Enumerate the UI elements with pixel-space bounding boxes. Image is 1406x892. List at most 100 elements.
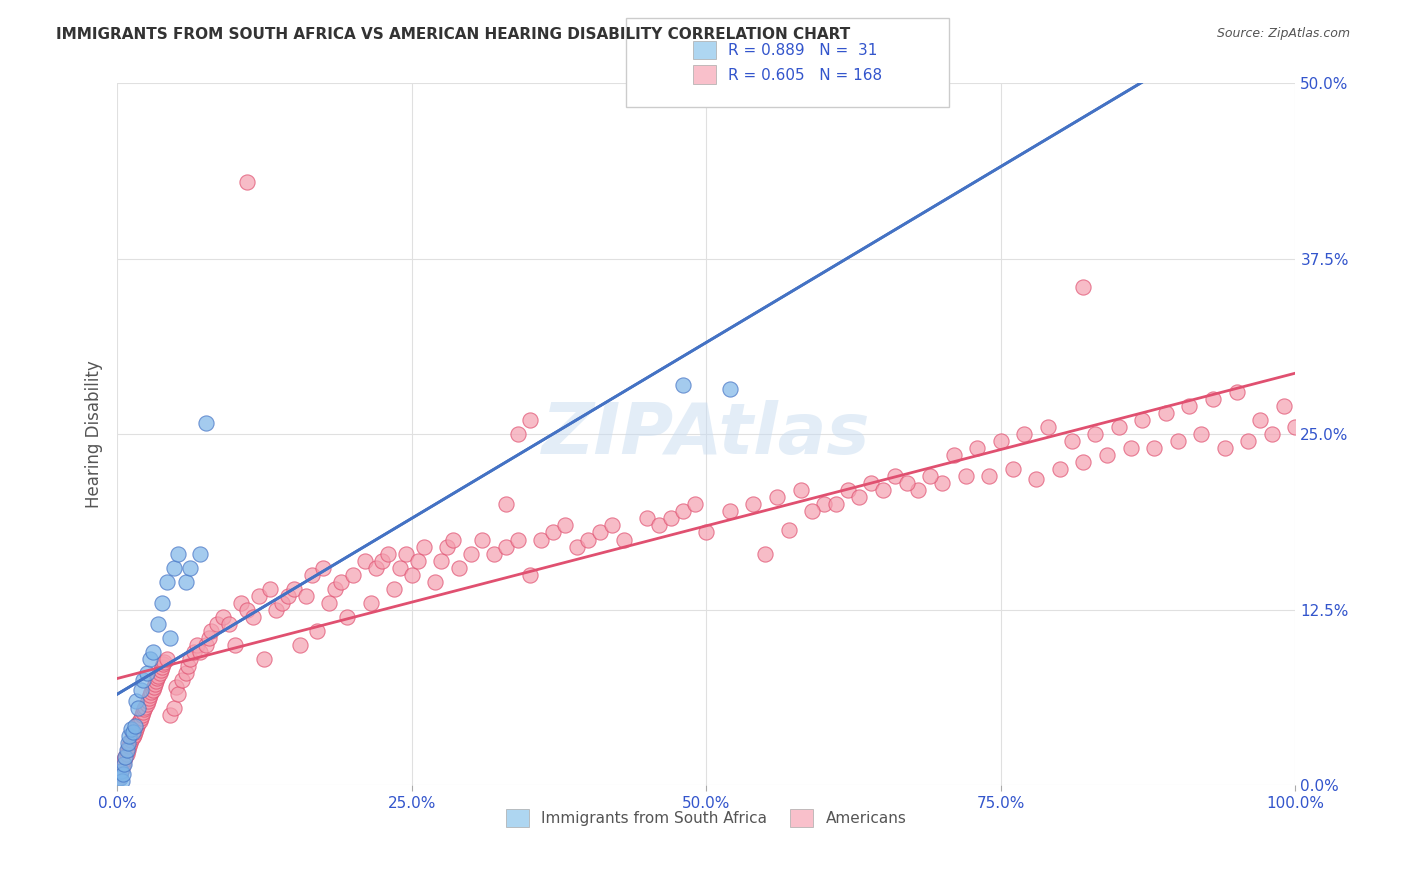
- Point: [1272, 399, 1295, 413]
- Point: [506, 533, 529, 547]
- Point: [1060, 434, 1083, 449]
- Y-axis label: Hearing Disability: Hearing Disability: [86, 360, 103, 508]
- Point: [425, 574, 447, 589]
- Point: [1261, 427, 1284, 442]
- Point: [247, 589, 270, 603]
- Point: [1095, 448, 1118, 462]
- Point: [1119, 442, 1142, 456]
- Point: [554, 518, 576, 533]
- Point: [1073, 280, 1095, 294]
- Point: [149, 665, 172, 680]
- Point: [718, 383, 741, 397]
- Point: [107, 771, 129, 785]
- Point: [541, 525, 564, 540]
- Text: ZIPAtlas: ZIPAtlas: [543, 400, 870, 469]
- Point: [108, 767, 131, 781]
- Point: [111, 773, 134, 788]
- Point: [139, 652, 162, 666]
- Point: [942, 448, 965, 462]
- Point: [1084, 427, 1107, 442]
- Point: [188, 547, 211, 561]
- Point: [323, 582, 346, 596]
- Point: [990, 434, 1012, 449]
- Point: [578, 533, 600, 547]
- Point: [896, 476, 918, 491]
- Point: [112, 753, 135, 767]
- Point: [1014, 427, 1036, 442]
- Point: [167, 547, 190, 561]
- Point: [242, 609, 264, 624]
- Point: [148, 616, 170, 631]
- Point: [148, 668, 170, 682]
- Legend: Immigrants from South Africa, Americans: Immigrants from South Africa, Americans: [501, 803, 912, 834]
- Point: [1202, 392, 1225, 407]
- Point: [142, 680, 165, 694]
- Point: [139, 688, 162, 702]
- Point: [484, 547, 506, 561]
- Point: [159, 707, 181, 722]
- Point: [131, 707, 153, 722]
- Point: [143, 677, 166, 691]
- Point: [778, 523, 800, 537]
- Point: [165, 680, 187, 694]
- Point: [754, 547, 776, 561]
- Point: [153, 655, 176, 669]
- Point: [218, 616, 240, 631]
- Point: [342, 567, 364, 582]
- Point: [460, 547, 482, 561]
- Point: [194, 638, 217, 652]
- Point: [672, 504, 695, 518]
- Point: [110, 764, 132, 778]
- Point: [388, 560, 411, 574]
- Point: [1025, 472, 1047, 486]
- Point: [121, 731, 143, 745]
- Point: [1225, 385, 1247, 400]
- Point: [837, 483, 859, 498]
- Point: [277, 589, 299, 603]
- Point: [1237, 434, 1260, 449]
- Point: [495, 540, 517, 554]
- Point: [132, 705, 155, 719]
- Point: [136, 694, 159, 708]
- Point: [108, 771, 131, 785]
- Point: [117, 736, 139, 750]
- Point: [1143, 442, 1166, 456]
- Point: [141, 685, 163, 699]
- Point: [636, 511, 658, 525]
- FancyBboxPatch shape: [626, 18, 949, 107]
- Point: [118, 739, 141, 753]
- Point: [135, 697, 157, 711]
- Point: [112, 767, 135, 781]
- Point: [127, 701, 149, 715]
- Point: [120, 736, 142, 750]
- Point: [112, 757, 135, 772]
- Point: [683, 498, 706, 512]
- Point: [530, 533, 553, 547]
- Point: [860, 476, 883, 491]
- Point: [186, 638, 208, 652]
- Point: [447, 560, 470, 574]
- Legend: R = 0.889   N =  31, R = 0.605   N = 168: R = 0.889 N = 31, R = 0.605 N = 168: [686, 35, 889, 90]
- Point: [149, 663, 172, 677]
- Point: [659, 511, 682, 525]
- Point: [129, 682, 152, 697]
- Point: [283, 582, 305, 596]
- Point: [848, 491, 870, 505]
- Point: [124, 724, 146, 739]
- Point: [177, 658, 200, 673]
- Point: [236, 602, 259, 616]
- Point: [121, 724, 143, 739]
- Point: [200, 624, 222, 638]
- Point: [920, 469, 942, 483]
- Point: [141, 682, 163, 697]
- Point: [718, 504, 741, 518]
- Point: [441, 533, 464, 547]
- Point: [495, 498, 517, 512]
- Point: [138, 691, 160, 706]
- Point: [1130, 413, 1153, 427]
- Point: [430, 553, 453, 567]
- Point: [115, 747, 138, 762]
- Point: [330, 574, 353, 589]
- Point: [264, 602, 287, 616]
- Text: Source: ZipAtlas.com: Source: ZipAtlas.com: [1216, 27, 1350, 40]
